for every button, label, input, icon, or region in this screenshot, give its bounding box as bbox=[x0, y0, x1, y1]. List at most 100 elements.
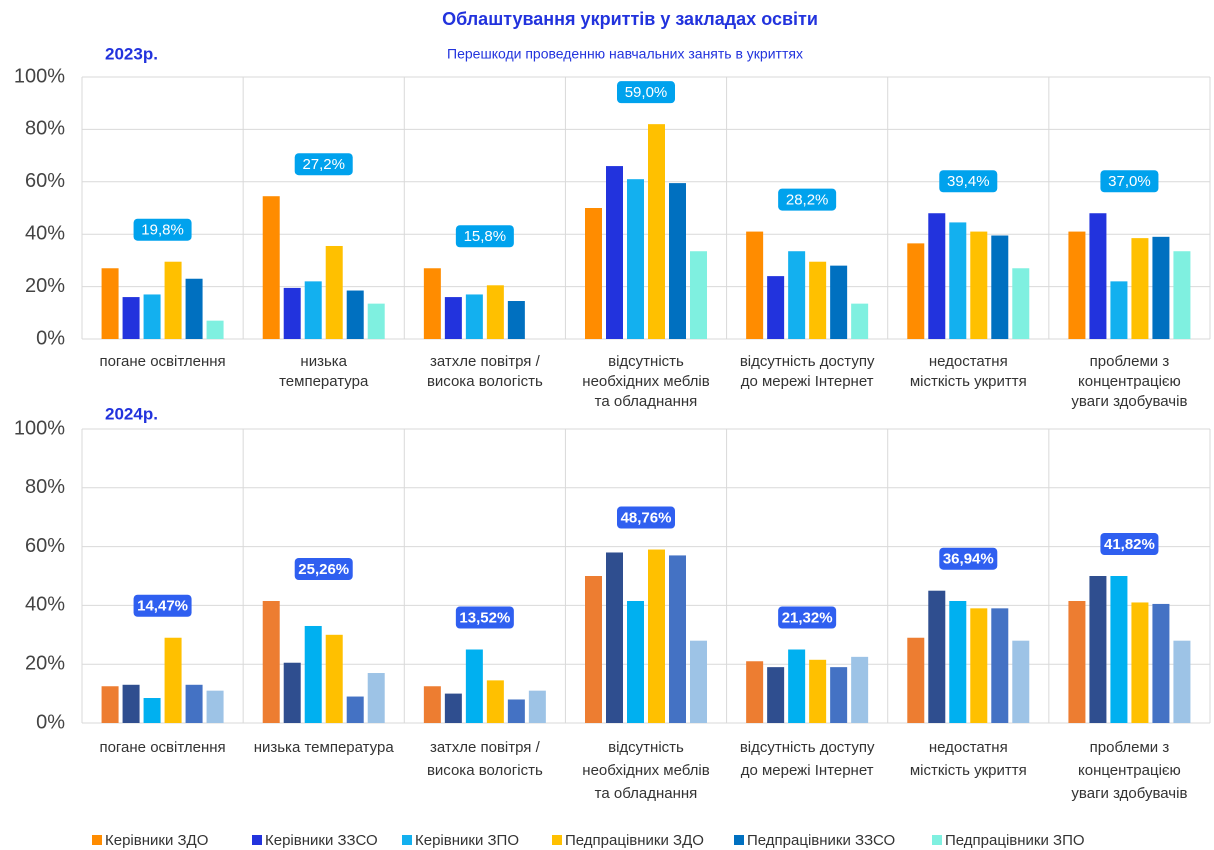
bar bbox=[262, 196, 280, 339]
bar bbox=[325, 245, 343, 339]
y-tick-label: 100% bbox=[14, 417, 65, 439]
bar bbox=[1173, 251, 1191, 339]
bar bbox=[528, 690, 546, 723]
bar bbox=[283, 287, 301, 339]
average-label: 37,0% bbox=[1108, 173, 1151, 190]
average-label: 14,47% bbox=[137, 598, 188, 615]
bar bbox=[788, 251, 806, 339]
bar bbox=[851, 656, 869, 723]
bar bbox=[1012, 268, 1030, 339]
average-label: 19,8% bbox=[141, 222, 184, 239]
y-tick-label: 60% bbox=[25, 535, 65, 557]
legend-swatch bbox=[932, 835, 942, 845]
bar bbox=[1068, 231, 1086, 339]
bar bbox=[164, 637, 182, 723]
x-tick-label: висока вологість bbox=[427, 373, 543, 390]
average-label: 28,2% bbox=[786, 192, 829, 209]
bar bbox=[206, 320, 224, 339]
bar bbox=[991, 235, 1009, 339]
bar bbox=[1152, 236, 1170, 339]
average-label-box bbox=[778, 606, 837, 629]
bar bbox=[465, 649, 483, 723]
x-tick-label: відсутність доступу bbox=[740, 353, 875, 370]
bar bbox=[1068, 600, 1086, 723]
bar bbox=[122, 297, 140, 339]
bar bbox=[465, 294, 483, 339]
bar bbox=[444, 297, 462, 339]
legend-swatch bbox=[552, 835, 562, 845]
average-label-box bbox=[1100, 170, 1159, 193]
bar bbox=[928, 590, 946, 723]
y-tick-label: 40% bbox=[25, 594, 65, 616]
y-tick-label: 0% bbox=[36, 327, 65, 349]
bar bbox=[949, 600, 967, 723]
x-tick-label: уваги здобувачів bbox=[1071, 393, 1187, 410]
y-tick-label: 100% bbox=[14, 65, 65, 87]
x-tick-label: затхле повітря / bbox=[430, 353, 541, 370]
legend-swatch bbox=[92, 835, 102, 845]
bar bbox=[669, 555, 686, 723]
bar bbox=[1089, 213, 1107, 339]
legend-swatch bbox=[734, 835, 744, 845]
bar bbox=[1131, 602, 1149, 723]
x-tick-label: місткість укриття bbox=[910, 373, 1027, 390]
bar bbox=[627, 179, 644, 339]
x-tick-label: та обладнання bbox=[595, 785, 698, 802]
average-label-box bbox=[617, 506, 675, 529]
panel-label: 2023р. bbox=[105, 44, 158, 63]
y-tick-label: 20% bbox=[25, 275, 65, 297]
average-label-box bbox=[455, 225, 514, 248]
bar bbox=[1089, 576, 1107, 723]
x-tick-label: до мережі Інтернет bbox=[741, 373, 874, 390]
y-tick-label: 0% bbox=[36, 711, 65, 733]
average-label: 39,4% bbox=[947, 173, 990, 190]
bar bbox=[648, 124, 665, 339]
x-tick-label: та обладнання bbox=[595, 393, 698, 410]
bar bbox=[304, 281, 322, 339]
bar bbox=[648, 549, 665, 723]
x-tick-label: погане освітлення bbox=[99, 353, 225, 370]
average-label: 27,2% bbox=[302, 156, 345, 173]
bar bbox=[486, 680, 504, 723]
average-label: 36,94% bbox=[943, 551, 994, 568]
average-label-box bbox=[778, 188, 837, 211]
x-tick-label: низька температура bbox=[254, 739, 395, 756]
y-tick-label: 80% bbox=[25, 118, 65, 140]
bar bbox=[585, 576, 602, 723]
bar bbox=[423, 268, 441, 339]
x-tick-label: до мережі Інтернет bbox=[741, 762, 874, 779]
x-tick-label: проблеми з bbox=[1090, 739, 1170, 756]
x-tick-label: відсутність bbox=[608, 353, 684, 370]
bar bbox=[367, 303, 385, 339]
y-tick-label: 80% bbox=[25, 476, 65, 498]
average-label-box bbox=[617, 81, 675, 104]
bar bbox=[606, 552, 623, 723]
x-tick-label: концентрацією bbox=[1078, 373, 1181, 390]
bar bbox=[746, 231, 764, 339]
bar bbox=[283, 662, 301, 723]
bar bbox=[423, 686, 441, 723]
bar bbox=[585, 208, 602, 339]
average-label: 59,0% bbox=[625, 84, 668, 101]
chart-title: Облаштування укриттів у закладах освіти bbox=[442, 9, 818, 29]
average-label: 25,26% bbox=[298, 561, 349, 578]
legend-label: Керівники ЗДО bbox=[105, 832, 208, 849]
average-label: 48,76% bbox=[621, 510, 672, 527]
bar bbox=[346, 290, 364, 339]
bar bbox=[101, 686, 119, 723]
legend-label: Керівники ЗПО bbox=[415, 832, 519, 849]
average-label-box bbox=[939, 547, 998, 570]
x-tick-label: погане освітлення bbox=[99, 739, 225, 756]
legend-label: Педпрацівники ЗПО bbox=[945, 832, 1085, 849]
average-label-box bbox=[1100, 533, 1159, 555]
bar bbox=[444, 693, 462, 723]
x-tick-label: температура bbox=[279, 373, 369, 390]
bar bbox=[185, 684, 203, 723]
bar bbox=[1173, 640, 1191, 723]
x-tick-label: затхле повітря / bbox=[430, 739, 541, 756]
bar bbox=[690, 640, 707, 723]
chart-subtitle: Перешкоди проведенню навчальних занять в… bbox=[447, 46, 803, 62]
bar bbox=[101, 268, 119, 339]
average-label-box bbox=[133, 218, 192, 241]
